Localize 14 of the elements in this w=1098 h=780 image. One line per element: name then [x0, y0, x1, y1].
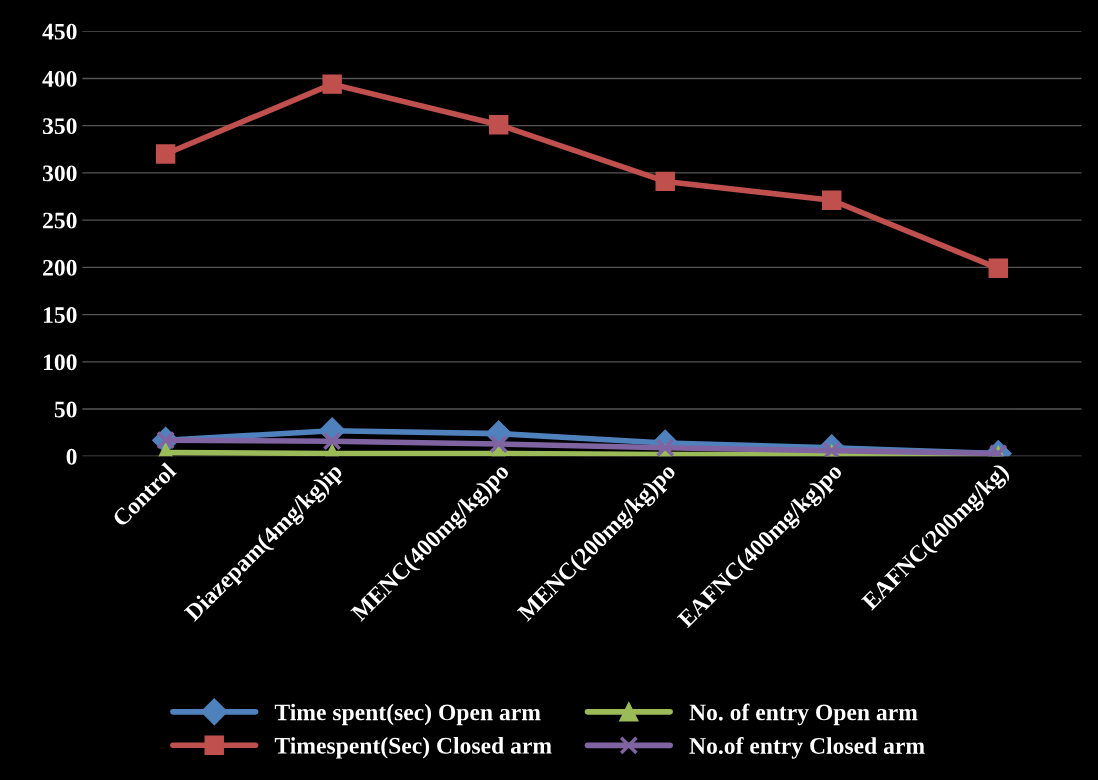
y-tick-label: 250	[43, 212, 77, 229]
y-tick-label: 0	[66, 448, 77, 465]
y-tick-label: 150	[43, 307, 77, 324]
y-tick-label: 450	[42, 23, 77, 40]
legend-label: No.of entry Closed arm	[689, 737, 925, 759]
legend-label: No. of entry Open arm	[689, 703, 918, 726]
y-tick-label: 100	[43, 354, 77, 371]
legend-label: Timespent(Sec) Closed arm	[274, 737, 552, 759]
y-tick-label: 200	[43, 259, 77, 276]
y-tick-label: 50	[54, 401, 77, 418]
y-tick-label: 400	[42, 70, 77, 87]
y-tick-label: 350	[42, 118, 77, 135]
legend-label: Time spent(sec) Open arm	[274, 703, 541, 726]
y-tick-label: 300	[42, 165, 77, 182]
